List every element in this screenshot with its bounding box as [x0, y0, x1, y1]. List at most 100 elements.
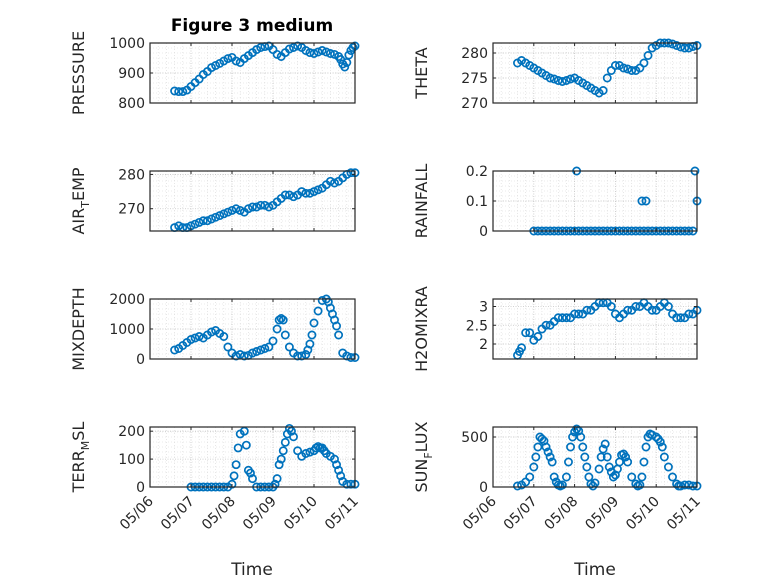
data-point — [223, 54, 233, 64]
data-point — [557, 77, 567, 86]
data-point — [580, 452, 590, 462]
y-tick-label: 800 — [118, 96, 145, 112]
y-tick-label: 200 — [118, 424, 145, 440]
data-point — [256, 200, 266, 210]
data-point — [631, 302, 641, 311]
y-axis-label: SUNFLUX — [412, 421, 435, 492]
y-tick-label: 2.5 — [466, 318, 488, 334]
y-axis-label: PRESSURE — [69, 31, 88, 115]
data-point — [598, 86, 608, 95]
data-point — [684, 480, 694, 490]
data-point — [198, 216, 208, 226]
data-point — [321, 47, 331, 57]
data-point — [332, 460, 341, 470]
data-point — [227, 479, 237, 489]
data-point — [229, 471, 239, 481]
y-axis-label-tail: SL — [69, 422, 88, 441]
data-point — [170, 86, 180, 96]
y-axis-label-tail: LUX — [412, 421, 431, 452]
data-point — [672, 313, 682, 323]
data-point — [334, 330, 344, 340]
y-axis-label-subscript: M — [79, 441, 92, 451]
data-point — [680, 480, 690, 490]
data-point — [256, 345, 266, 355]
data-point — [174, 87, 184, 97]
data-point — [233, 443, 243, 453]
y-tick-label: 280 — [118, 167, 145, 183]
y-axis-label-main: RAINFALL — [412, 164, 431, 239]
data-point — [293, 351, 303, 361]
data-point — [637, 472, 647, 482]
data-point — [557, 480, 567, 490]
y-tick-label: 500 — [461, 430, 488, 446]
data-point — [623, 305, 633, 315]
data-point — [305, 188, 315, 198]
y-tick-label: 900 — [118, 66, 145, 82]
data-point — [313, 185, 323, 195]
data-point — [231, 204, 241, 214]
data-point — [272, 324, 282, 334]
data-point — [635, 480, 645, 490]
data-point — [284, 342, 294, 352]
data-point — [170, 345, 180, 355]
data-point — [252, 347, 262, 356]
data-point — [529, 462, 539, 472]
data-point — [260, 344, 270, 353]
data-point — [582, 462, 592, 472]
y-axis-label-main: SUN — [412, 459, 431, 493]
data-point — [297, 351, 307, 361]
data-point — [561, 313, 571, 323]
data-point — [676, 313, 686, 323]
y-axis-label: RAINFALL — [412, 164, 431, 239]
data-point — [663, 302, 673, 311]
data-point — [252, 202, 262, 212]
y-tick-label: 0 — [479, 480, 488, 496]
y-tick-label: 0 — [136, 480, 145, 496]
y-tick-label: 3 — [479, 300, 488, 316]
data-point — [248, 348, 257, 358]
y-axis-label-main: H2OMIXRA — [412, 286, 431, 372]
data-point — [297, 187, 307, 197]
data-point — [336, 471, 346, 481]
data-point — [293, 446, 303, 456]
data-point — [533, 332, 543, 341]
data-point — [207, 327, 216, 337]
data-point — [570, 309, 580, 319]
data-point — [533, 442, 543, 452]
data-point — [545, 73, 555, 83]
series-h2omixra — [513, 298, 702, 360]
data-point — [598, 444, 608, 454]
data-point — [307, 330, 317, 340]
data-point — [340, 62, 350, 72]
y-tick-label: 0.1 — [466, 194, 488, 210]
data-point — [215, 211, 225, 221]
data-point — [619, 63, 629, 73]
data-point — [278, 446, 288, 456]
data-point — [525, 328, 535, 338]
data-point — [657, 442, 667, 452]
data-point — [631, 479, 641, 489]
data-point — [521, 328, 531, 338]
data-point — [537, 434, 547, 444]
y-tick-label: 270 — [461, 96, 488, 112]
data-point — [641, 442, 651, 452]
data-point — [309, 187, 319, 197]
data-point — [545, 452, 555, 462]
data-point — [223, 207, 233, 217]
data-point — [604, 462, 614, 472]
subplot-h2omixra: 2 2.5 3 H2OMIXRA — [412, 286, 702, 372]
series-pressure — [170, 41, 360, 97]
data-point — [241, 440, 251, 450]
data-point — [235, 350, 245, 359]
data-point — [594, 464, 604, 474]
y-axis-label-subscript: F — [422, 452, 435, 458]
data-point — [239, 351, 249, 361]
y-axis-label-main: PRESSURE — [69, 31, 88, 115]
y-tick-label: 100 — [118, 452, 145, 468]
minor-grid — [493, 427, 697, 487]
data-point — [245, 468, 255, 478]
data-point — [513, 481, 522, 491]
data-point — [602, 452, 612, 462]
y-tick-label: 1000 — [109, 322, 145, 338]
